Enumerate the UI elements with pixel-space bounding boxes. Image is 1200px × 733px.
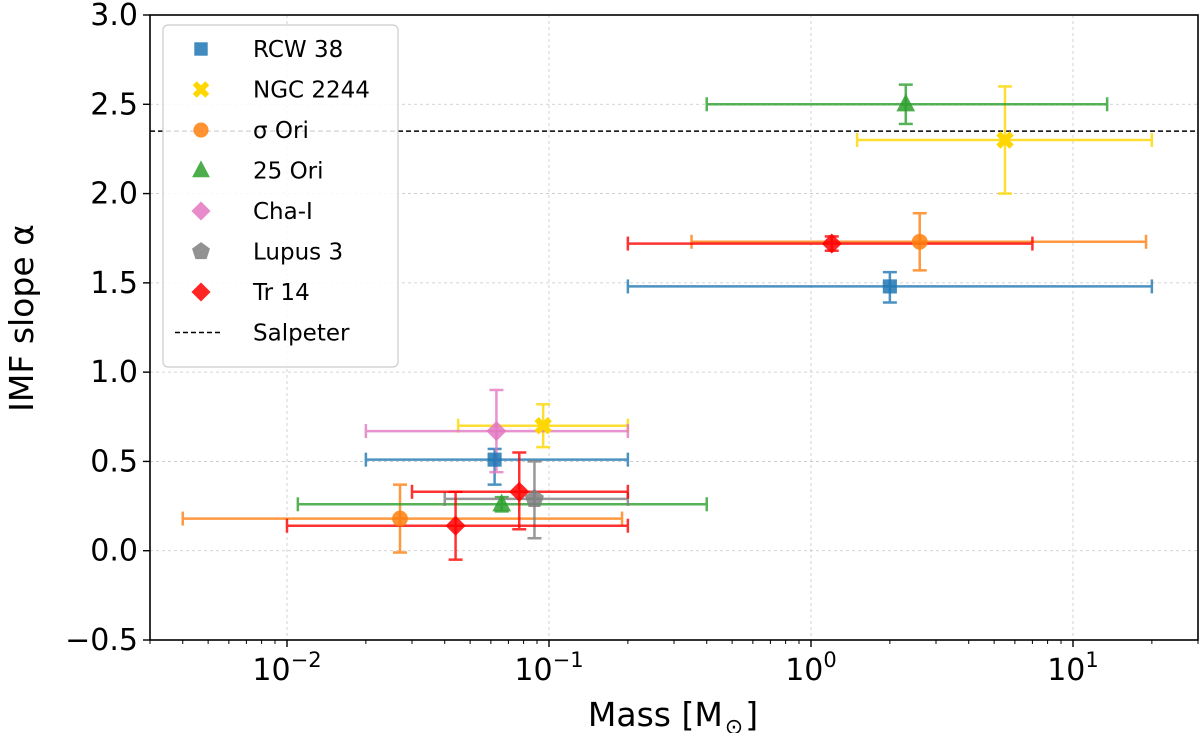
legend-label-salpeter: Salpeter xyxy=(253,321,350,347)
point-ngc-2244 xyxy=(534,417,552,435)
y-tick-label: 3.0 xyxy=(90,0,138,33)
point-tr-14 xyxy=(445,515,466,536)
y-tick-label: −0.5 xyxy=(65,623,138,658)
legend-swatch-tr-14 xyxy=(191,282,211,302)
legend-swatch-25-ori xyxy=(192,160,210,178)
y-tick-label: 0.5 xyxy=(90,444,138,479)
x-tick-label: 10−2 xyxy=(252,648,321,688)
x-tick-label: 10−1 xyxy=(514,648,583,688)
data-markers xyxy=(392,93,1014,536)
legend-label-25-ori: 25 Ori xyxy=(253,159,324,185)
axis-ticks: −0.5 0.0 0.5 1.0 1.5 2.0 2.5 3.0 10−2 10−1 100 101 xyxy=(65,0,1199,688)
legend-label-rcw-38: RCW 38 xyxy=(253,37,343,63)
x-axis-label-main: Mass [M xyxy=(588,695,723,733)
y-tick-label: 0.0 xyxy=(90,534,138,569)
x-tick-label: 101 xyxy=(1047,648,1099,688)
legend-box xyxy=(162,24,399,368)
y-tick-label: 1.0 xyxy=(90,355,138,390)
legend-swatch-lupus-3 xyxy=(192,242,210,260)
legend-label-ori: σ Ori xyxy=(253,118,309,144)
legend-label-lupus-3: Lupus 3 xyxy=(253,240,343,266)
legend-swatch-ngc-2244 xyxy=(192,81,210,98)
point-ori xyxy=(911,233,928,250)
y-tick-label: 2.0 xyxy=(90,177,138,212)
x-tick-label: 100 xyxy=(785,648,837,688)
legend: RCW 38 NGC 2244 σ Ori 25 Ori Cha-I Lupus 3 Tr … xyxy=(162,24,399,368)
legend-swatch-cha-i xyxy=(191,201,211,221)
y-axis-label: IMF slope α xyxy=(2,224,41,412)
point-ngc-2244 xyxy=(996,131,1014,149)
x-axis-label: Mass [M⊙] xyxy=(588,695,758,733)
legend-swatch-rcw-38 xyxy=(194,42,208,56)
point-lupus-3 xyxy=(525,489,544,507)
point-rcw-38 xyxy=(487,452,502,467)
legend-label-cha-i: Cha-I xyxy=(253,199,313,225)
legend-swatch-ori xyxy=(193,122,209,138)
point-tr-14 xyxy=(821,233,842,254)
x-axis-label-sun-symbol: ⊙ xyxy=(725,715,743,733)
point-cha-i xyxy=(486,421,507,442)
x-axis-label-close: ] xyxy=(745,695,758,733)
point-tr-14 xyxy=(509,481,530,502)
point-25-ori xyxy=(492,493,512,512)
point-rcw-38 xyxy=(882,279,897,294)
y-tick-label: 2.5 xyxy=(90,87,138,122)
y-tick-label: 1.5 xyxy=(90,266,138,301)
point-ori xyxy=(392,510,408,527)
point-25-ori xyxy=(896,93,916,112)
legend-label-ngc-2244: NGC 2244 xyxy=(253,78,370,104)
legend-label-tr-14: Tr 14 xyxy=(252,280,310,306)
